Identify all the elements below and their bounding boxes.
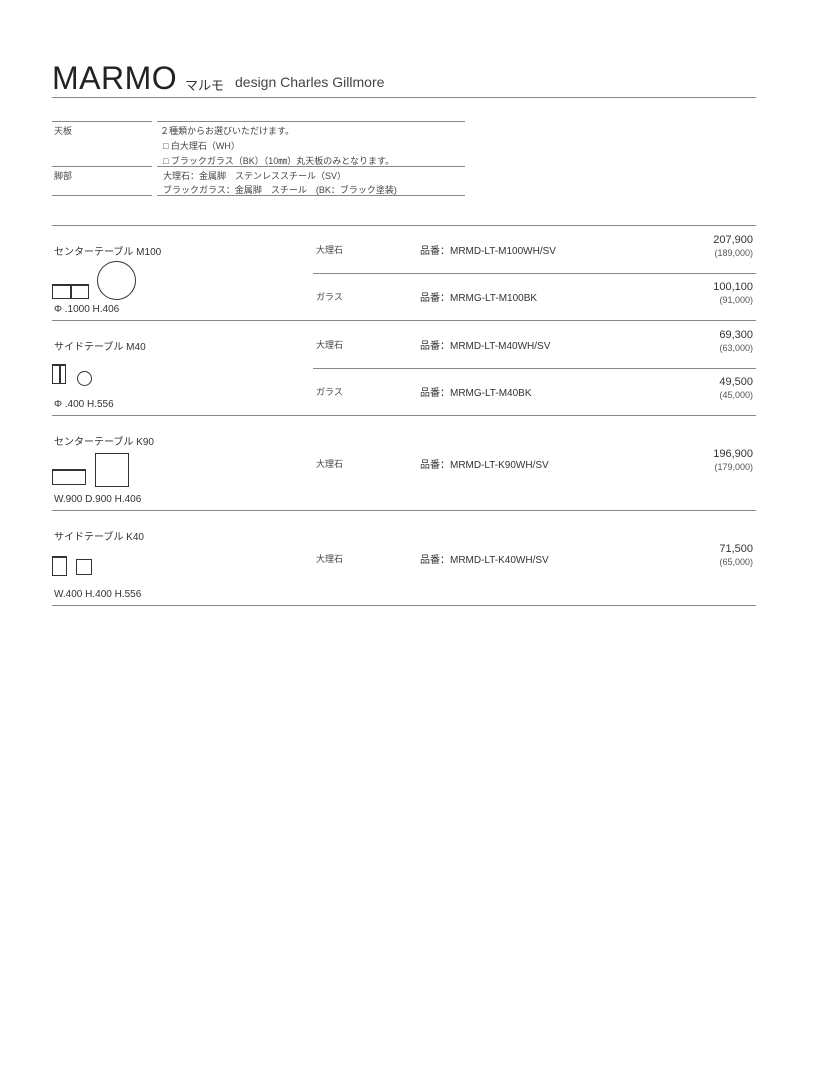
variant-price: 100,100 xyxy=(713,281,753,294)
divider xyxy=(52,166,152,167)
variant-code: 品番：MRMD-LT-K40WH/SV xyxy=(420,554,549,566)
variant-price-excl-tax: (65,000) xyxy=(719,556,753,567)
spec-label: 天板 xyxy=(54,126,73,136)
variant-material: 大理石 xyxy=(316,553,344,564)
product-divider xyxy=(52,510,756,511)
side-view-shape xyxy=(52,556,67,576)
divider xyxy=(52,121,152,122)
product-dimensions: Φ .400 H.556 xyxy=(54,399,114,410)
variant-price-excl-tax: (91,000) xyxy=(719,295,753,306)
variant-price: 196,900 xyxy=(713,447,753,460)
variant-price-excl-tax: (45,000) xyxy=(719,390,753,401)
product-divider xyxy=(52,415,756,416)
top-view-circle xyxy=(97,261,136,300)
variant-price: 69,300 xyxy=(719,328,753,341)
product-dimensions: Φ .1000 H.406 xyxy=(54,304,120,315)
variant-price-excl-tax: (189,000) xyxy=(714,247,753,258)
divider xyxy=(157,195,465,196)
variant-material: 大理石 xyxy=(316,244,344,255)
product-name: センターテーブル M100 xyxy=(54,247,162,258)
product-name: サイドテーブル K40 xyxy=(54,532,144,543)
top-view-square xyxy=(76,559,92,575)
product-divider xyxy=(52,605,756,606)
variant-code: 品番：MRMD-LT-M40WH/SV xyxy=(420,340,551,352)
variant-material: ガラス xyxy=(316,292,343,303)
top-view-square xyxy=(95,453,129,487)
product-name: サイドテーブル M40 xyxy=(54,342,146,353)
spec-line: ２種類からお選びいただけます。 xyxy=(160,126,295,136)
variant-material: 大理石 xyxy=(316,458,344,469)
variant-material: ガラス xyxy=(316,387,343,398)
variant-code: 品番：MRMD-LT-M100WH/SV xyxy=(420,245,556,257)
table-top-divider xyxy=(52,225,756,226)
spec-line: ブラックガラス：金属脚 スチール (BK：ブラック塗装) xyxy=(163,185,397,195)
spec-line: □ ブラックガラス（BK）（10㎜）丸天板のみとなります。 xyxy=(163,156,395,166)
variant-price: 49,500 xyxy=(719,376,753,389)
variant-price-excl-tax: (63,000) xyxy=(719,342,753,353)
variant-divider xyxy=(313,367,756,369)
variant-price: 207,900 xyxy=(713,233,753,246)
page-title: MARMO xyxy=(52,60,178,96)
divider xyxy=(157,166,465,167)
title-kana: マルモ xyxy=(185,78,225,93)
variant-code: 品番：MRMG-LT-M100BK xyxy=(420,293,538,305)
designer-credit: design Charles Gillmore xyxy=(235,74,385,90)
title-divider xyxy=(52,97,756,98)
variant-price-excl-tax: (179,000) xyxy=(714,461,753,472)
top-view-circle xyxy=(77,371,92,386)
divider xyxy=(157,121,465,122)
variant-divider xyxy=(313,272,756,274)
product-divider xyxy=(52,320,756,321)
spec-label: 脚部 xyxy=(54,171,73,181)
variant-material: 大理石 xyxy=(316,339,344,350)
product-dimensions: W.400 H.400 H.556 xyxy=(54,589,142,600)
spec-line: 大理石：金属脚 ステンレススチール（SV） xyxy=(163,171,347,181)
divider xyxy=(52,195,152,196)
side-view-shape xyxy=(52,469,86,485)
variant-code: 品番：MRMG-LT-M40BK xyxy=(420,388,532,400)
product-name: センターテーブル K90 xyxy=(54,437,154,448)
variant-price: 71,500 xyxy=(719,542,753,555)
product-dimensions: W.900 D.900 H.406 xyxy=(54,494,142,505)
leg-line xyxy=(59,364,61,384)
leg-line xyxy=(70,284,72,299)
variant-code: 品番：MRMD-LT-K90WH/SV xyxy=(420,459,549,471)
spec-line: □ 白大理石（WH） xyxy=(163,141,240,151)
